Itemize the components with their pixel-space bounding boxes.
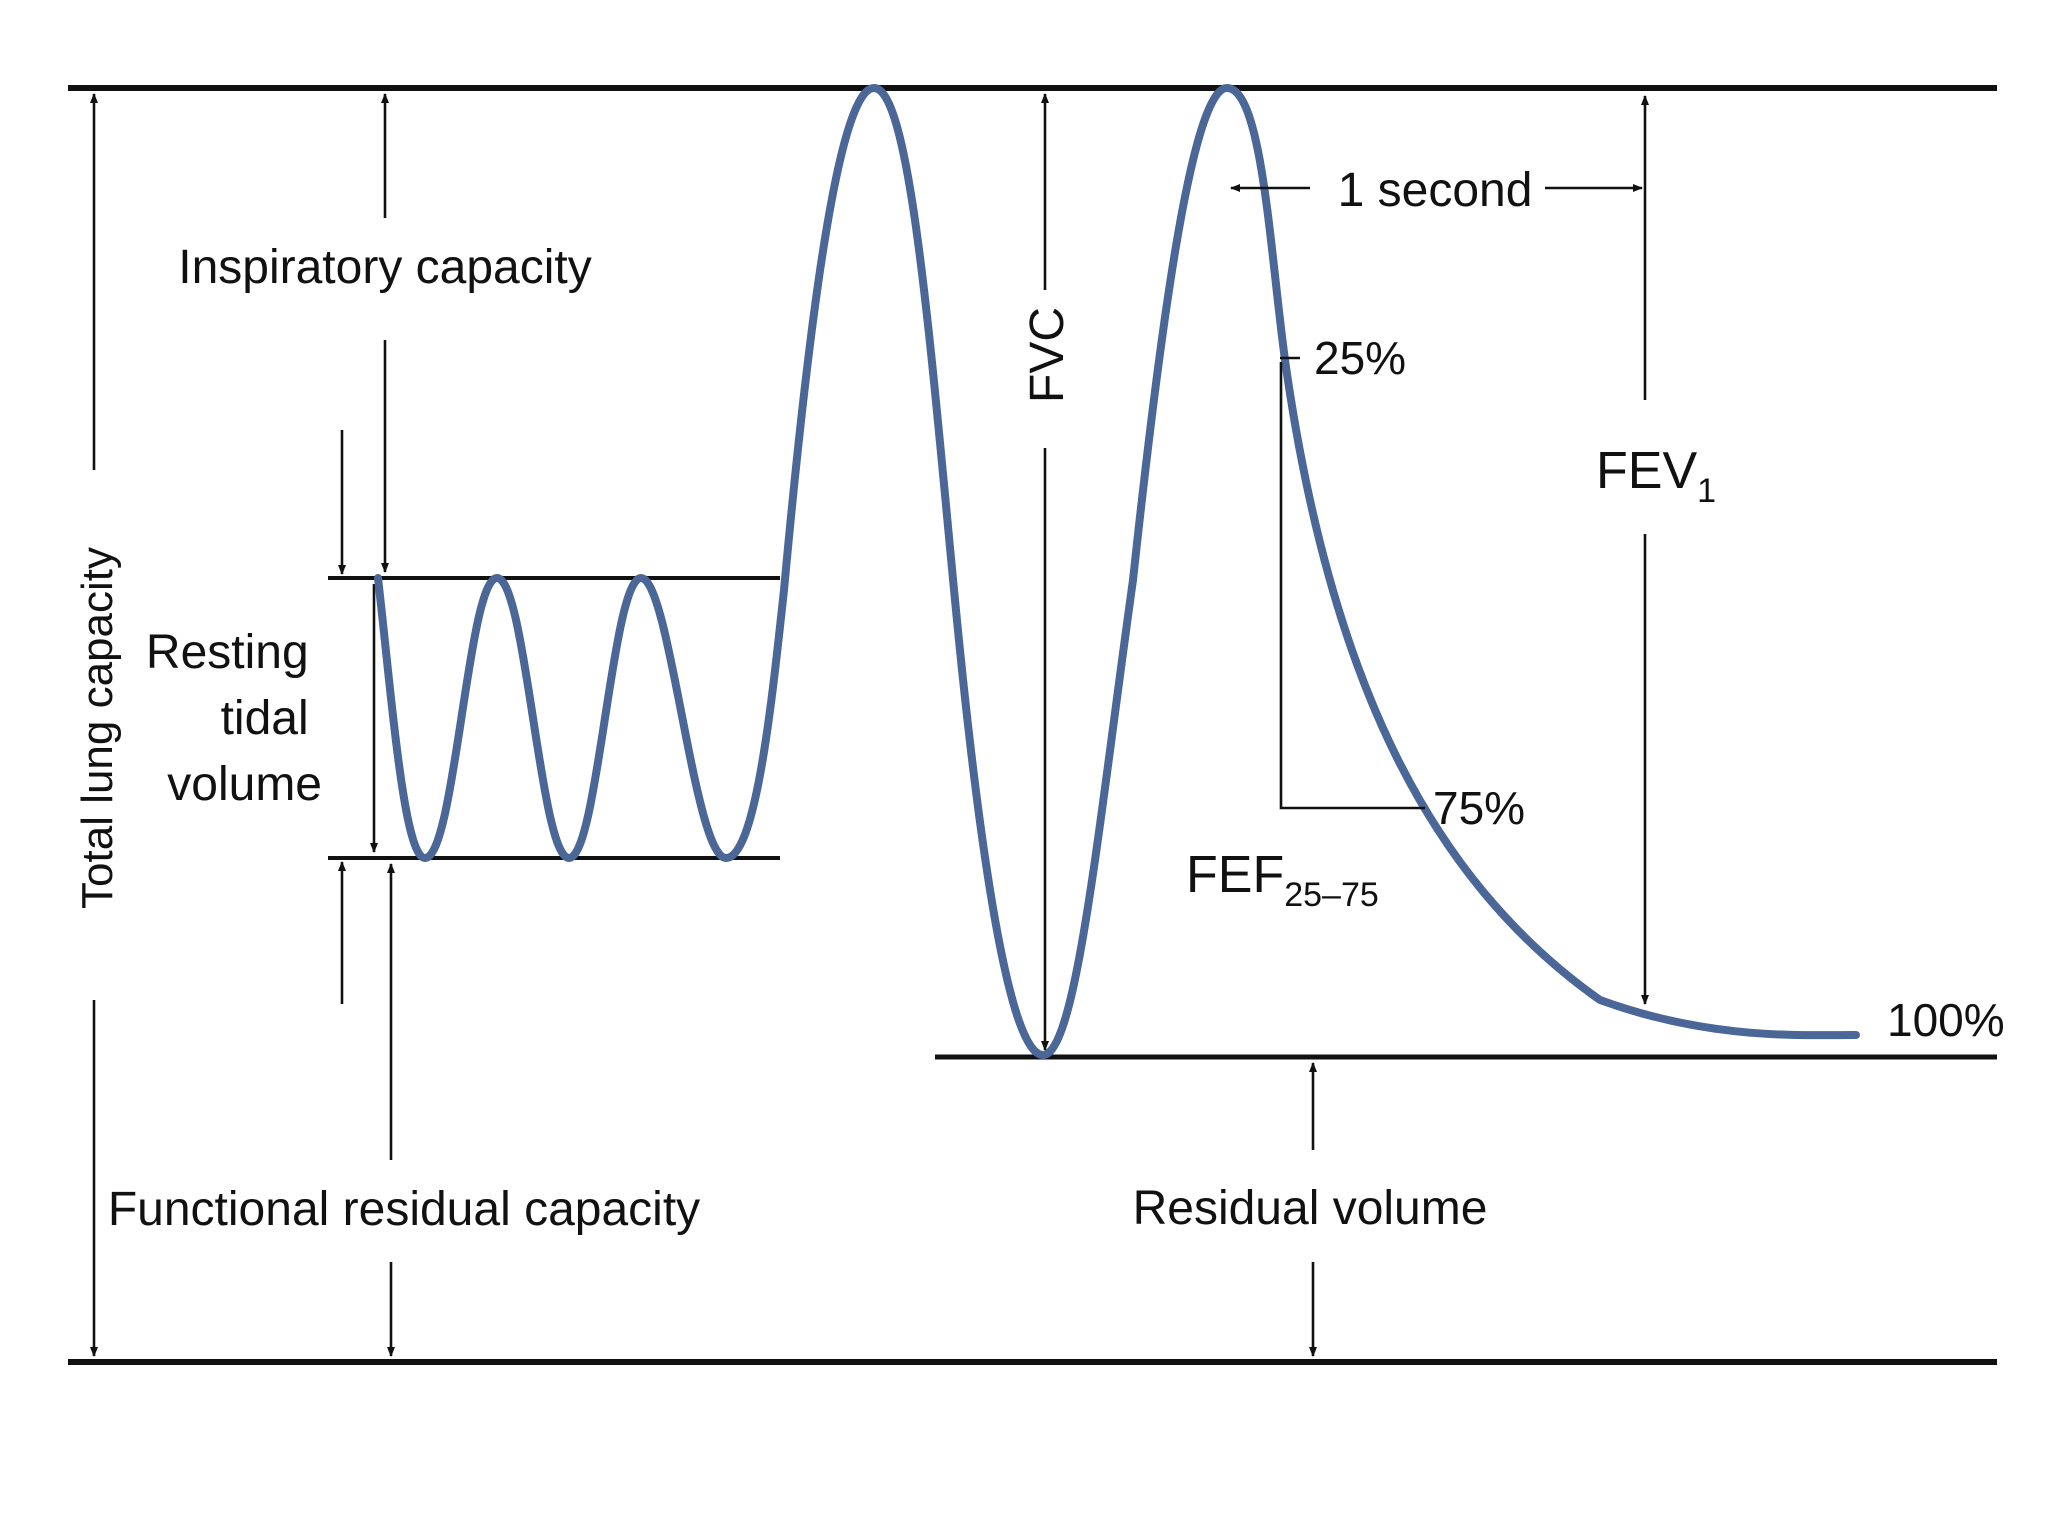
fef-label: FEF25–75 — [1186, 846, 1379, 914]
resting-tidal-volume-line-1: Resting — [146, 626, 309, 679]
inspiratory-capacity-label: Inspiratory capacity — [178, 241, 592, 294]
fef-label-main: FEF — [1186, 846, 1284, 904]
pct-75-label: 75% — [1433, 782, 1525, 834]
functional-residual-capacity-label: Functional residual capacity — [108, 1183, 700, 1236]
one-second-label: 1 second — [1338, 164, 1533, 217]
fef-bracket — [1279, 362, 1425, 810]
resting-tidal-volume-line-3: volume — [167, 758, 322, 811]
residual-volume-label: Residual volume — [1133, 1182, 1488, 1235]
fev1-label-subscript: 1 — [1697, 472, 1716, 510]
resting-tidal-volume-line-2: tidal — [221, 692, 309, 745]
fev1-label-main: FEV — [1596, 442, 1697, 500]
resting-tidal-volume-label: Resting tidal volume — [146, 626, 322, 811]
fef-label-subscript: 25–75 — [1284, 876, 1379, 914]
pct-25-label: 25% — [1314, 332, 1406, 384]
pct-100-label: 100% — [1887, 994, 2005, 1046]
spirometry-trace — [374, 84, 1860, 1059]
fvc-label: FVC — [1021, 307, 1074, 403]
total-lung-capacity-label: Total lung capacity — [73, 547, 122, 909]
fev1-label: FEV1 — [1596, 442, 1716, 510]
